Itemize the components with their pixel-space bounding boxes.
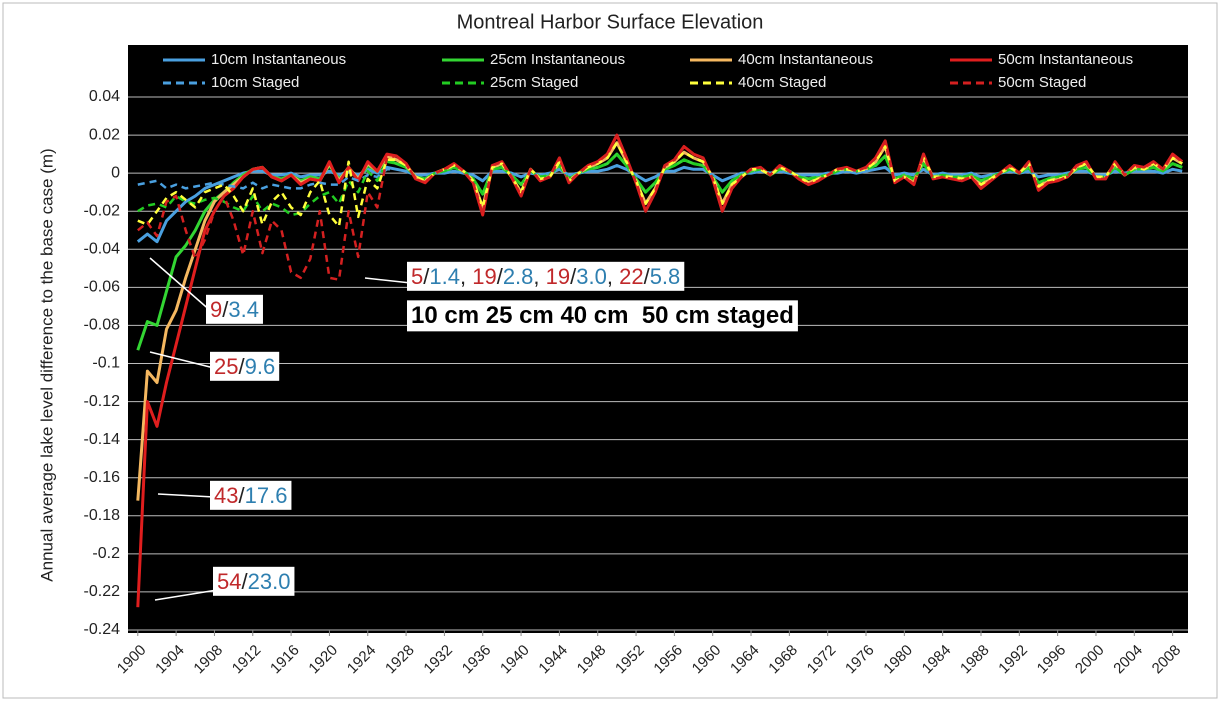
y-tick-label: -0.16 xyxy=(84,469,121,486)
y-tick-label: -0.2 xyxy=(92,545,120,562)
legend-label: 10cm Instantaneous xyxy=(211,51,346,68)
annotation-box xyxy=(206,294,263,324)
annotation: 5/1.4, 19/2.8, 19/3.0, 22/5.8 xyxy=(411,264,680,289)
legend-label: 25cm Staged xyxy=(490,74,578,91)
annotation-leader xyxy=(157,493,215,498)
annotation-segment: 17.6 xyxy=(245,483,288,508)
annotation-segment: 3.4 xyxy=(228,297,259,322)
annotation-segment: / xyxy=(238,354,245,379)
y-tick-label: -0.22 xyxy=(84,583,121,600)
annotation-segment: 43 xyxy=(214,483,238,508)
annotation-segment: 25 xyxy=(214,354,238,379)
annotation-segment: / xyxy=(423,264,430,289)
annotation-leader xyxy=(364,277,412,284)
y-axis-label: Annual average lake level difference to … xyxy=(37,148,56,581)
annotation-segment: 9.6 xyxy=(245,354,276,379)
annotation-segment: 54 xyxy=(217,569,241,594)
series-line xyxy=(137,133,1183,281)
y-tick-label: -0.24 xyxy=(84,621,121,638)
annotation-segment: 19 xyxy=(546,264,570,289)
annotation-segment: / xyxy=(644,264,651,289)
annotation-segment: 19 xyxy=(472,264,496,289)
annotation: 9/3.4 xyxy=(210,297,259,322)
annotation: 43/17.6 xyxy=(214,483,287,508)
legend-label: 25cm Instantaneous xyxy=(490,51,625,68)
annotation-leader xyxy=(149,257,213,313)
annotation-segment: , xyxy=(607,264,619,289)
series-line xyxy=(137,152,1183,217)
annotation-box xyxy=(210,351,280,381)
annotation-segment: 10 cm 25 cm 40 cm 50 cm staged xyxy=(411,302,794,329)
annotation-segment: 22 xyxy=(619,264,643,289)
annotation-segment: 23.0 xyxy=(248,569,291,594)
annotation-segment: / xyxy=(570,264,577,289)
annotation-box xyxy=(210,480,292,510)
annotation-segment: / xyxy=(241,569,248,594)
annotation: 25/9.6 xyxy=(214,354,275,379)
annotation-box xyxy=(213,566,295,596)
legend-label: 40cm Instantaneous xyxy=(738,51,873,68)
plot-background xyxy=(128,45,1188,633)
annotation-segment: / xyxy=(222,297,229,322)
y-tick-label: 0 xyxy=(111,164,120,181)
annotation-segment: / xyxy=(238,483,245,508)
annotation-box xyxy=(407,300,798,332)
annotation-segment: 3.0 xyxy=(576,264,607,289)
legend-label: 10cm Staged xyxy=(211,74,299,91)
annotation-segment: 2.8 xyxy=(503,264,534,289)
chart-title: Montreal Harbor Surface Elevation xyxy=(457,11,764,33)
y-tick-label: -0.1 xyxy=(92,355,120,372)
legend-label: 50cm Staged xyxy=(998,74,1086,91)
y-tick-label: 0.04 xyxy=(89,88,120,105)
annotation: 10 cm 25 cm 40 cm 50 cm staged xyxy=(411,302,794,329)
y-tick-label: -0.14 xyxy=(84,431,121,448)
annotation-segment: , xyxy=(533,264,545,289)
y-tick-label: -0.06 xyxy=(84,279,121,296)
y-tick-label: -0.08 xyxy=(84,317,121,334)
annotation-segment: 5.8 xyxy=(650,264,681,289)
annotation-segment: , xyxy=(460,264,472,289)
y-tick-label: -0.12 xyxy=(84,393,121,410)
legend-label: 50cm Instantaneous xyxy=(998,51,1133,68)
annotation-segment: 1.4 xyxy=(429,264,460,289)
y-tick-label: -0.18 xyxy=(84,507,121,524)
annotation-box xyxy=(407,261,685,291)
annotation-segment: / xyxy=(497,264,504,289)
annotation: 54/23.0 xyxy=(217,569,290,594)
annotation-segment: 5 xyxy=(411,264,423,289)
y-tick-label: -0.02 xyxy=(84,202,121,219)
annotation-leader xyxy=(154,589,218,601)
annotation-leader xyxy=(149,351,215,369)
legend-label: 40cm Staged xyxy=(738,74,826,91)
y-tick-label: -0.04 xyxy=(84,241,121,258)
y-tick-label: 0.02 xyxy=(89,126,120,143)
annotation-segment: 9 xyxy=(210,297,222,322)
series-line xyxy=(137,164,1183,190)
